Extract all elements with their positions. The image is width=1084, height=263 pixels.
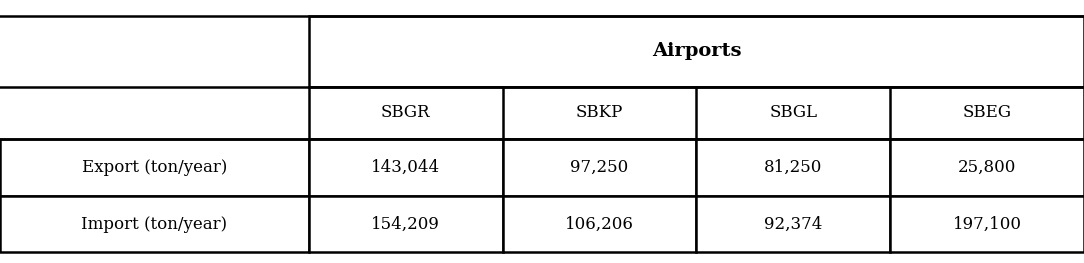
Bar [0,196,309,252]
Text: 197,100: 197,100 [953,216,1021,232]
Text: 97,250: 97,250 [570,159,629,176]
Bar [696,139,890,196]
Bar [890,139,1084,196]
Text: SBGR: SBGR [382,104,430,121]
Bar [696,196,890,252]
Text: 92,374: 92,374 [764,216,823,232]
Text: SBKP: SBKP [576,104,623,121]
Text: 143,044: 143,044 [371,159,440,176]
Text: Export (ton/year): Export (ton/year) [81,159,228,176]
Bar [309,87,1084,139]
Bar [309,139,503,196]
Text: SBGL: SBGL [770,104,817,121]
Text: 25,800: 25,800 [958,159,1017,176]
Bar [0,139,309,196]
Text: Airports: Airports [651,42,741,60]
Text: 81,250: 81,250 [764,159,823,176]
Text: 154,209: 154,209 [372,216,440,232]
Bar [890,196,1084,252]
Text: SBEG: SBEG [963,104,1011,121]
Bar [503,139,696,196]
Bar [309,16,1084,87]
Bar [309,196,503,252]
Bar [503,196,696,252]
Text: 106,206: 106,206 [565,216,634,232]
Text: Import (ton/year): Import (ton/year) [81,216,228,232]
